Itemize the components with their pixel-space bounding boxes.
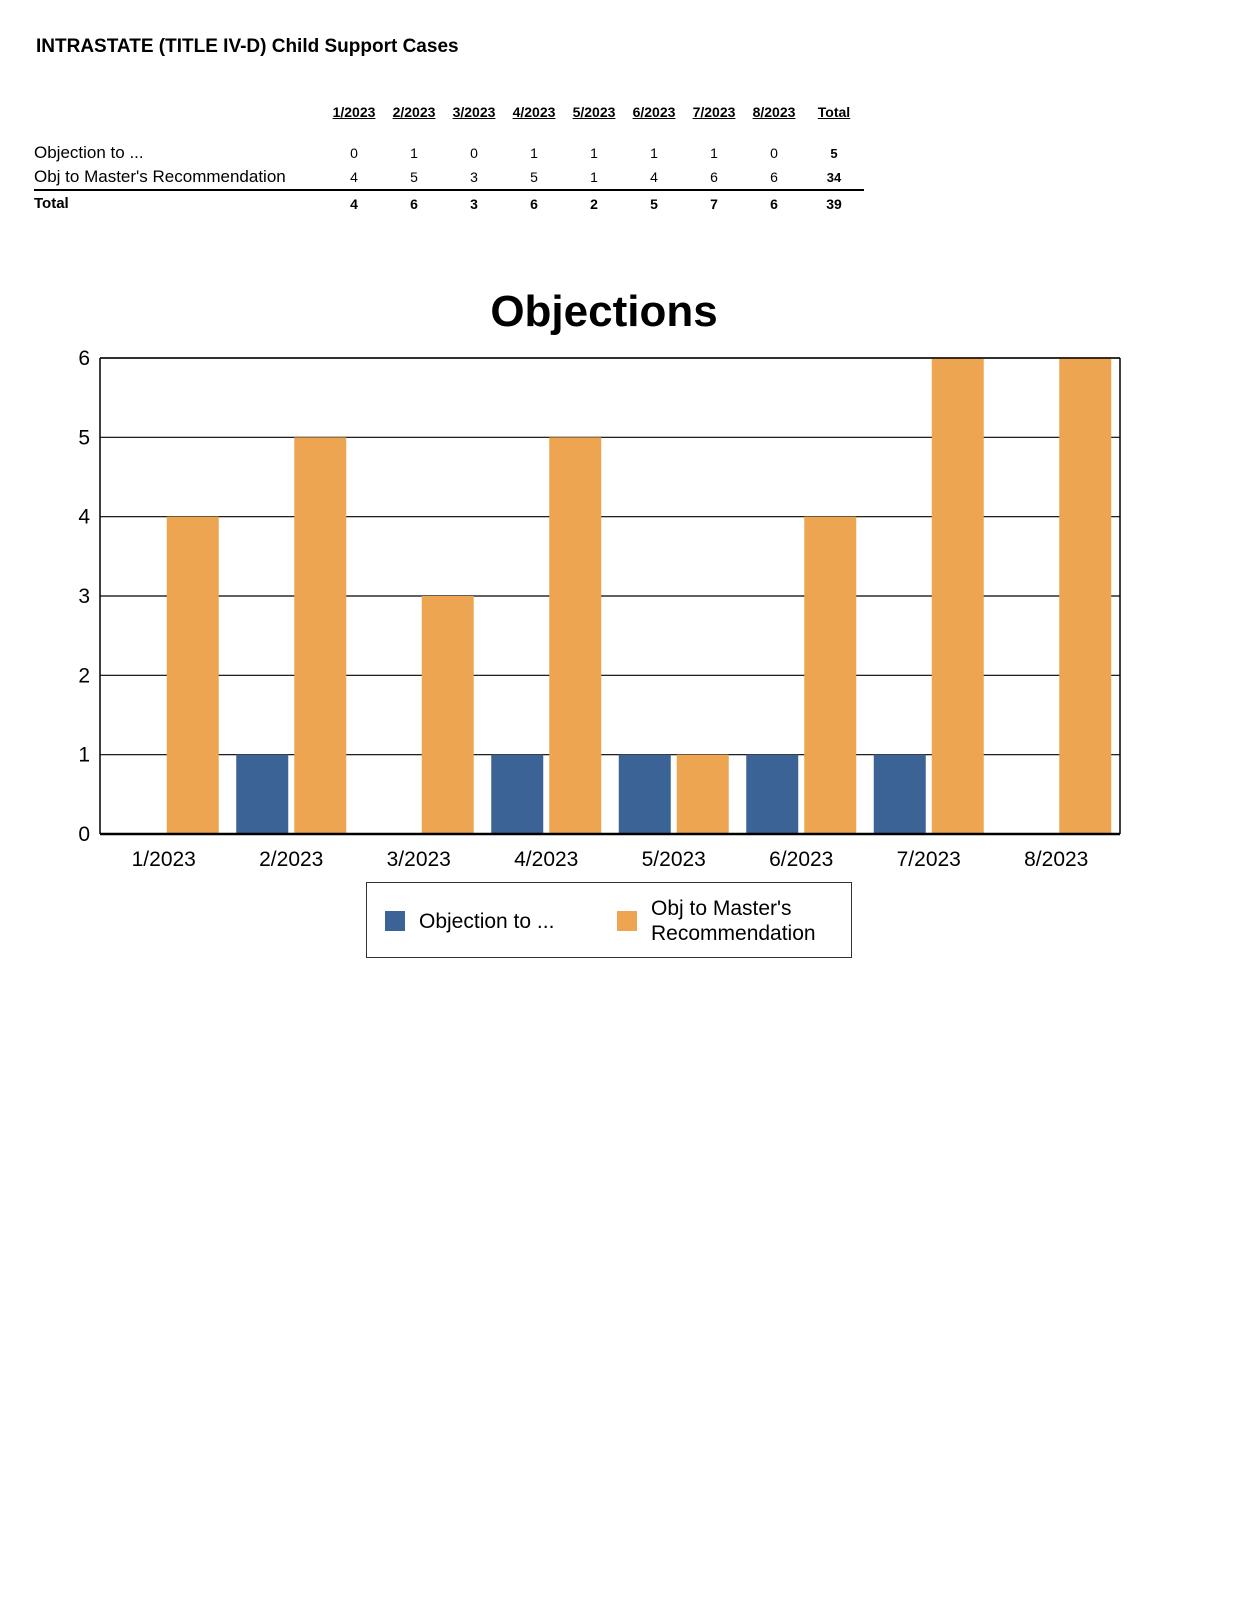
x-tick-label: 5/2023 — [642, 848, 706, 871]
bar — [166, 516, 219, 834]
total-cell: 3 — [470, 195, 478, 212]
column-header: 1/2023 — [332, 104, 376, 120]
grand-total-cell: 39 — [826, 195, 842, 212]
x-tick-label: 3/2023 — [387, 848, 451, 871]
total-cell: 4 — [350, 195, 358, 212]
table-header-label — [34, 104, 324, 140]
column-header: 5/2023 — [572, 104, 616, 120]
table-cell: 1 — [530, 145, 538, 161]
total-row-label: Total — [34, 195, 69, 212]
total-cell: 2 — [590, 195, 598, 212]
table-cell: 6 — [684, 164, 744, 191]
column-header: 7/2023 — [692, 104, 736, 120]
bar — [236, 754, 289, 834]
bar — [746, 754, 799, 834]
bar — [931, 358, 984, 834]
total-cell: 5 — [650, 195, 658, 212]
table-total-row: Total 4 6 3 6 2 5 7 6 39 — [34, 190, 864, 213]
column-header: 8/2023 — [752, 104, 796, 120]
column-header: 3/2023 — [452, 104, 496, 120]
y-tick-label: 4 — [78, 506, 90, 529]
row-total-cell: 5 — [830, 145, 838, 161]
bar — [549, 437, 602, 834]
summary-table: 1/2023 2/2023 3/2023 4/2023 5/2023 6/202… — [34, 104, 864, 213]
table-header-row: 1/2023 2/2023 3/2023 4/2023 5/2023 6/202… — [34, 104, 864, 140]
table-cell: 5 — [384, 164, 444, 191]
y-tick-label: 2 — [78, 664, 90, 687]
column-header: 4/2023 — [512, 104, 556, 120]
chart-title: Objections — [490, 287, 717, 336]
bar — [804, 516, 857, 834]
bar-chart: Objections 0 1 2 3 4 5 6 1/2023 2/2023 3/2023 4/202… — [78, 287, 1121, 871]
row-label: Objection to ... — [34, 143, 144, 162]
x-tick-label: 1/2023 — [132, 848, 196, 871]
x-tick-label: 2/2023 — [259, 848, 323, 871]
total-cell: 6 — [530, 195, 538, 212]
table-cell: 0 — [770, 145, 778, 161]
bar — [421, 596, 474, 834]
legend-swatch — [617, 911, 637, 931]
chart-legend: Objection to ... Obj to Master's Recomme… — [366, 882, 852, 958]
page-title: INTRASTATE (TITLE IV-D) Child Support Ca… — [36, 36, 459, 57]
legend-label: Objection to ... — [419, 909, 555, 933]
y-tick-label: 1 — [78, 744, 90, 767]
bar — [618, 754, 671, 834]
table-row: Obj to Master's Recommendation 4 5 3 5 1… — [34, 164, 864, 191]
column-header-total: Total — [817, 104, 851, 120]
table-cell: 6 — [744, 164, 804, 191]
y-tick-label: 0 — [78, 823, 90, 846]
x-tick-label: 7/2023 — [897, 848, 961, 871]
legend-swatch — [385, 911, 405, 931]
table-cell: 5 — [504, 164, 564, 191]
table-cell: 1 — [410, 145, 418, 161]
table-cell: 1 — [650, 145, 658, 161]
y-tick-label: 5 — [78, 426, 90, 449]
legend-item: Obj to Master's Recommendation — [617, 883, 841, 959]
x-tick-label: 8/2023 — [1024, 848, 1088, 871]
table-cell: 1 — [564, 164, 624, 191]
row-total-cell: 34 — [804, 164, 864, 191]
column-header: 2/2023 — [392, 104, 436, 120]
bar — [873, 754, 926, 834]
table-row: Objection to ... 0 1 0 1 1 1 1 0 5 — [34, 140, 864, 164]
table-cell: 4 — [624, 164, 684, 191]
total-cell: 6 — [770, 195, 778, 212]
bar — [491, 754, 544, 834]
bar — [294, 437, 347, 834]
y-tick-label: 6 — [78, 347, 90, 370]
table-cell: 4 — [324, 164, 384, 191]
column-header: 6/2023 — [632, 104, 676, 120]
table-cell: 0 — [470, 145, 478, 161]
table-cell: 1 — [590, 145, 598, 161]
y-tick-label: 3 — [78, 585, 90, 608]
table-cell: 3 — [444, 164, 504, 191]
legend-label: Obj to Master's Recommendation — [651, 897, 816, 945]
table-cell: 1 — [710, 145, 718, 161]
x-tick-label: 6/2023 — [769, 848, 833, 871]
bar — [1059, 358, 1112, 834]
table-cell: 0 — [350, 145, 358, 161]
x-tick-label: 4/2023 — [514, 848, 578, 871]
row-label: Obj to Master's Recommendation — [34, 164, 324, 191]
total-cell: 6 — [410, 195, 418, 212]
legend-item: Objection to ... — [385, 883, 554, 959]
bar — [676, 754, 729, 834]
total-cell: 7 — [710, 195, 718, 212]
